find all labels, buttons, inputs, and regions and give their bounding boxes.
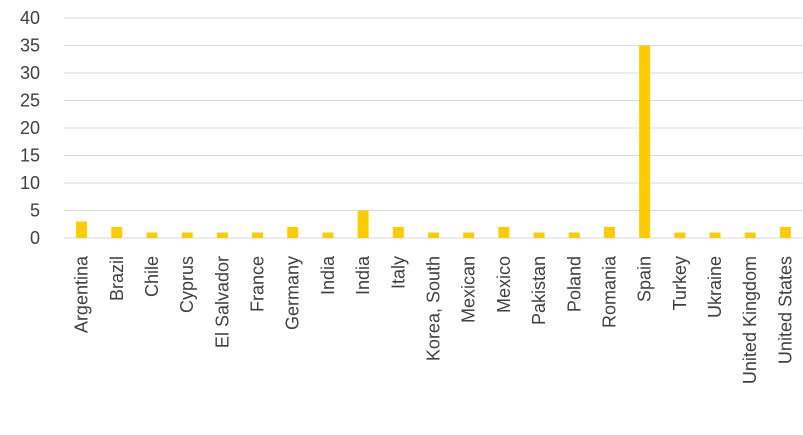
bar <box>111 227 123 238</box>
x-category-label: Ukraine <box>705 256 725 318</box>
bar <box>674 232 686 238</box>
y-tick-label: 0 <box>30 228 40 248</box>
bar <box>252 232 264 238</box>
bar <box>603 227 615 238</box>
bar <box>392 227 404 238</box>
bars <box>76 45 791 238</box>
x-category-label: Brazil <box>107 256 127 301</box>
x-category-label: Mexican <box>459 256 479 323</box>
y-tick-label: 35 <box>20 36 40 56</box>
x-category-label: Mexico <box>494 256 514 313</box>
bar <box>216 232 228 238</box>
x-category-label: Spain <box>635 256 655 302</box>
x-category-label: United Kingdom <box>740 256 760 384</box>
bar <box>357 210 369 238</box>
bar <box>146 232 158 238</box>
x-category-label: France <box>248 256 268 312</box>
x-category-label: Pakistan <box>529 256 549 325</box>
x-category-label: Poland <box>564 256 584 312</box>
bar <box>181 232 193 238</box>
y-axis: 0 5 10 15 20 25 30 35 40 <box>20 8 40 248</box>
x-category-label: Germany <box>283 256 303 330</box>
y-tick-label: 40 <box>20 8 40 28</box>
gridlines <box>64 17 803 239</box>
bar <box>322 232 334 238</box>
bar <box>428 232 439 238</box>
x-category-label: Turkey <box>670 256 690 310</box>
bar <box>287 227 299 238</box>
bar <box>498 227 510 238</box>
y-tick-label: 25 <box>20 91 40 111</box>
bar <box>533 232 545 238</box>
x-category-label: El Salvador <box>212 256 232 348</box>
x-category-label: Argentina <box>72 255 92 333</box>
bar <box>463 232 475 238</box>
x-category-label: United States <box>775 256 795 364</box>
bar <box>639 45 651 238</box>
x-category-label: Chile <box>142 256 162 297</box>
x-category-label: Korea, South <box>424 256 444 361</box>
bar <box>76 221 88 238</box>
y-tick-label: 30 <box>20 63 40 83</box>
y-tick-label: 5 <box>30 201 40 221</box>
x-category-label: Cyprus <box>177 256 197 313</box>
x-category-label: India <box>318 255 338 295</box>
x-category-label: India <box>353 255 373 295</box>
bar <box>568 232 580 238</box>
y-tick-label: 15 <box>20 146 40 166</box>
x-category-label: Italy <box>388 256 408 289</box>
bar <box>709 232 721 238</box>
y-tick-label: 20 <box>20 118 40 138</box>
x-category-label: Romania <box>599 255 619 328</box>
bar <box>779 227 791 238</box>
y-tick-label: 10 <box>20 173 40 193</box>
bar <box>744 232 756 238</box>
x-axis: Argentina Brazil Chile Cyprus El Salvador Fra… <box>72 255 796 384</box>
